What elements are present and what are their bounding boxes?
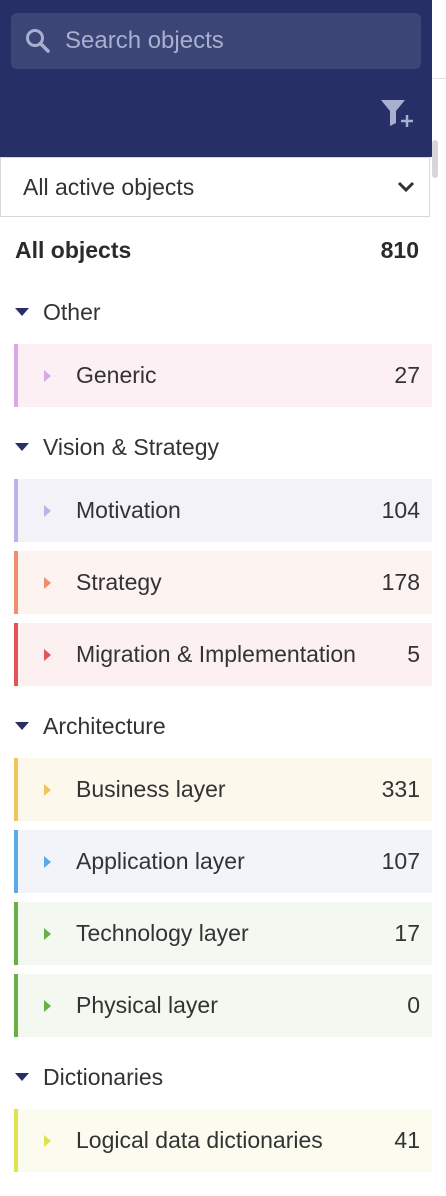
caret-right-icon — [44, 855, 51, 868]
list-item-motivation[interactable]: Motivation 104 — [14, 479, 432, 542]
caret-right-icon — [44, 783, 51, 796]
filter-add-icon — [381, 100, 413, 127]
group-dictionaries[interactable]: Dictionaries — [15, 1060, 163, 1094]
group-other[interactable]: Other — [15, 295, 101, 329]
item-count: 0 — [407, 992, 420, 1018]
caret-right-icon — [44, 504, 51, 517]
caret-right-icon — [44, 1134, 51, 1147]
group-label: Architecture — [43, 712, 166, 739]
top-right-strip — [432, 0, 446, 79]
list-item-business-layer[interactable]: Business layer 331 — [14, 758, 432, 821]
item-count: 178 — [381, 569, 420, 595]
item-label: Application layer — [76, 848, 245, 874]
all-objects-row[interactable]: All objects 810 — [15, 232, 419, 268]
item-count: 5 — [407, 641, 420, 667]
caret-down-icon — [15, 1073, 29, 1081]
item-count: 17 — [394, 920, 420, 946]
item-label: Generic — [76, 362, 157, 388]
list-item-application-layer[interactable]: Application layer 107 — [14, 830, 432, 893]
list-item-migration-implementation[interactable]: Migration & Implementation 5 — [14, 623, 432, 686]
caret-right-icon — [44, 927, 51, 940]
search-box[interactable]: Search objects — [11, 13, 421, 69]
caret-right-icon — [44, 999, 51, 1012]
object-filter-value: All active objects — [23, 173, 195, 200]
item-count: 107 — [381, 848, 420, 874]
search-input[interactable]: Search objects — [65, 27, 224, 54]
item-label: Strategy — [76, 569, 162, 595]
item-count: 104 — [381, 497, 420, 523]
chevron-down-icon — [397, 181, 415, 193]
group-label: Other — [43, 298, 101, 325]
caret-right-icon — [44, 648, 51, 661]
caret-down-icon — [15, 308, 29, 316]
caret-down-icon — [15, 722, 29, 730]
item-label: Technology layer — [76, 920, 249, 946]
scrollbar[interactable] — [432, 140, 438, 178]
item-count: 27 — [394, 362, 420, 388]
item-label: Migration & Implementation — [76, 641, 356, 667]
sidebar-header: Search objects — [0, 0, 432, 157]
list-item-logical-data-dictionaries[interactable]: Logical data dictionaries 41 — [14, 1109, 432, 1172]
list-item-physical-layer[interactable]: Physical layer 0 — [14, 974, 432, 1037]
item-label: Motivation — [76, 497, 181, 523]
group-vision-strategy[interactable]: Vision & Strategy — [15, 430, 219, 464]
item-count: 41 — [394, 1127, 420, 1153]
group-architecture[interactable]: Architecture — [15, 709, 166, 743]
item-count: 331 — [381, 776, 420, 802]
caret-down-icon — [15, 443, 29, 451]
object-filter-select[interactable]: All active objects — [0, 157, 430, 217]
item-label: Logical data dictionaries — [76, 1127, 323, 1153]
all-objects-label: All objects — [15, 236, 132, 263]
caret-right-icon — [44, 576, 51, 589]
list-item-technology-layer[interactable]: Technology layer 17 — [14, 902, 432, 965]
list-item-strategy[interactable]: Strategy 178 — [14, 551, 432, 614]
item-label: Physical layer — [76, 992, 218, 1018]
group-label: Dictionaries — [43, 1063, 164, 1090]
item-label: Business layer — [76, 776, 226, 802]
list-item-generic[interactable]: Generic 27 — [14, 344, 432, 407]
search-icon — [26, 29, 50, 53]
group-label: Vision & Strategy — [43, 433, 220, 460]
all-objects-count: 810 — [380, 236, 419, 263]
filter-add-button[interactable] — [380, 98, 416, 130]
caret-right-icon — [44, 369, 51, 382]
